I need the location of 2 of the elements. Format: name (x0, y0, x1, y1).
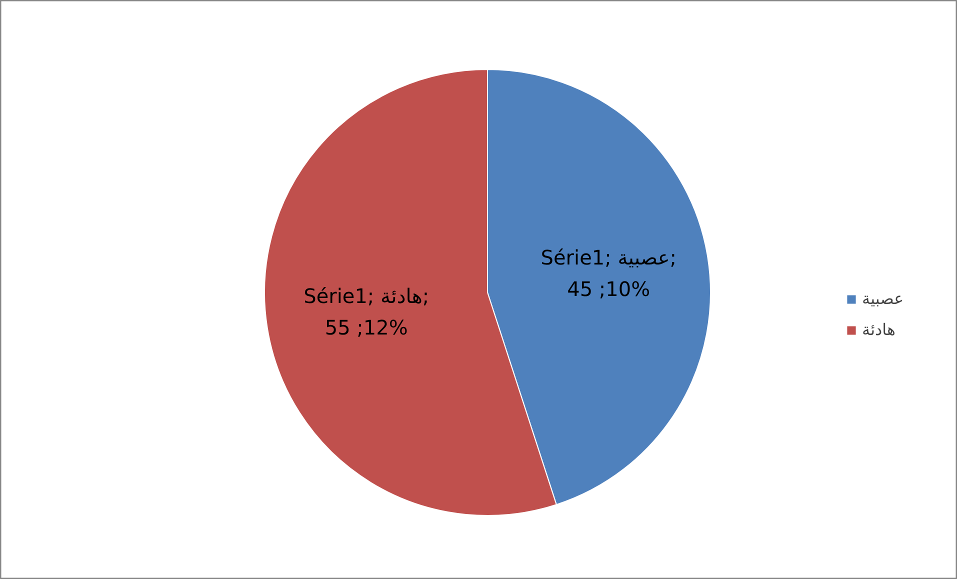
legend-label: هادئة (862, 320, 896, 339)
legend-label: عصبية (862, 289, 904, 308)
